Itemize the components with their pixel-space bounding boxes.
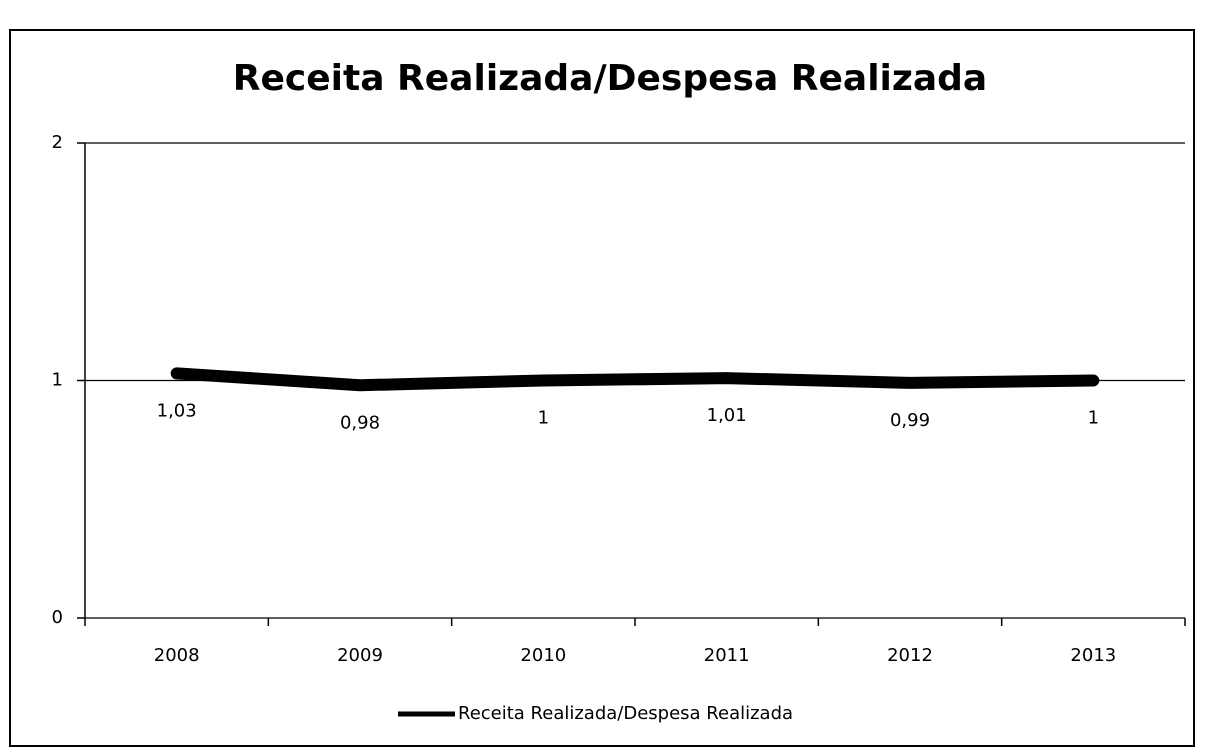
x-tick-label: 2011 xyxy=(704,645,750,666)
x-tick-label: 2010 xyxy=(520,645,566,666)
data-label: 1 xyxy=(538,408,549,429)
x-tick-label: 2008 xyxy=(154,645,200,666)
x-tick-label: 2009 xyxy=(337,645,383,666)
legend-label: Receita Realizada/Despesa Realizada xyxy=(458,703,793,724)
data-label: 1,01 xyxy=(707,405,747,426)
y-tick-label: 2 xyxy=(52,132,63,153)
x-tick-label: 2012 xyxy=(887,645,933,666)
data-label: 1,03 xyxy=(157,400,197,421)
y-tick-label: 1 xyxy=(52,370,63,391)
chart-border xyxy=(9,29,1195,747)
x-tick-label: 2013 xyxy=(1070,645,1116,666)
data-label: 0,98 xyxy=(340,412,380,433)
y-tick-label: 0 xyxy=(52,607,63,628)
data-label: 0,99 xyxy=(890,410,930,431)
data-line xyxy=(170,367,1100,392)
chart-title: Receita Realizada/Despesa Realizada xyxy=(233,58,987,99)
data-label: 1 xyxy=(1088,408,1099,429)
